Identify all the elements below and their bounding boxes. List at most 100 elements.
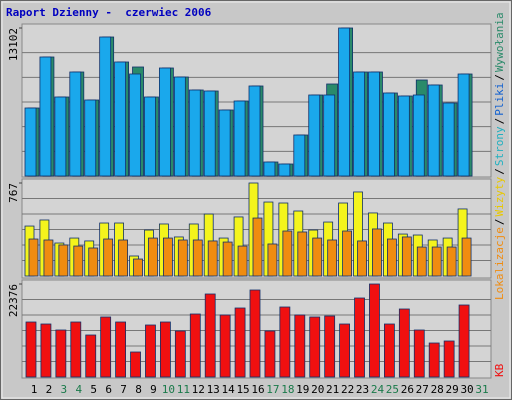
bar bbox=[73, 245, 84, 277]
bar bbox=[443, 340, 455, 378]
x-tick-label: 29 bbox=[446, 383, 459, 396]
bar bbox=[118, 239, 128, 277]
bar bbox=[431, 246, 442, 277]
legend-separator: / bbox=[493, 219, 506, 226]
legend-entry: Wywołania bbox=[493, 12, 506, 72]
bar bbox=[461, 237, 472, 277]
bar bbox=[99, 36, 112, 177]
x-tick-label: 31 bbox=[475, 383, 488, 396]
x-tick-label: 11 bbox=[177, 383, 190, 396]
bar bbox=[267, 243, 278, 277]
x-tick-label: 17 bbox=[266, 383, 279, 396]
bar bbox=[70, 321, 82, 378]
bar bbox=[159, 321, 171, 378]
x-tick-label: 24 bbox=[371, 383, 385, 396]
bar bbox=[174, 330, 186, 378]
bar bbox=[40, 323, 52, 378]
bar bbox=[264, 330, 276, 378]
bar bbox=[308, 94, 321, 177]
bar bbox=[338, 27, 351, 177]
bar bbox=[55, 329, 67, 378]
bar bbox=[357, 240, 367, 277]
bar bbox=[54, 96, 67, 177]
bar bbox=[412, 94, 425, 177]
x-tick-label: 4 bbox=[75, 383, 82, 396]
x-tick-label: 14 bbox=[222, 383, 236, 396]
legend-entry: Wizyty bbox=[493, 176, 506, 216]
legend-entry: Lokalizacje bbox=[493, 227, 506, 300]
x-tick-label: 1 bbox=[31, 383, 38, 396]
bar bbox=[234, 307, 246, 378]
bar bbox=[323, 94, 336, 177]
bar bbox=[144, 96, 156, 177]
y-tick-label: 767 bbox=[7, 183, 20, 203]
bar bbox=[248, 85, 261, 177]
bar bbox=[25, 321, 37, 378]
bar bbox=[188, 89, 201, 177]
x-tick-label: 26 bbox=[401, 383, 414, 396]
bar bbox=[372, 228, 382, 277]
bar bbox=[28, 238, 39, 277]
x-tick-label: 22 bbox=[341, 383, 354, 396]
bar bbox=[158, 67, 171, 177]
bar bbox=[416, 246, 427, 277]
x-tick-label: 8 bbox=[135, 383, 142, 396]
bar bbox=[129, 73, 141, 177]
bar bbox=[84, 99, 97, 177]
bar bbox=[114, 61, 126, 177]
bar bbox=[88, 247, 99, 277]
bar bbox=[339, 323, 351, 378]
bar bbox=[427, 84, 440, 177]
y-tick-label: 22376 bbox=[7, 284, 20, 317]
x-tick-label: 20 bbox=[311, 383, 324, 396]
bar bbox=[207, 240, 218, 277]
bar bbox=[263, 161, 276, 177]
x-tick-label: 12 bbox=[192, 383, 205, 396]
bar bbox=[252, 217, 263, 277]
bar bbox=[294, 314, 306, 378]
bar bbox=[162, 237, 173, 277]
bar bbox=[233, 100, 246, 177]
bar bbox=[115, 321, 126, 378]
x-tick-label: 5 bbox=[90, 383, 97, 396]
bar bbox=[130, 351, 141, 378]
legend-separator: / bbox=[493, 74, 506, 81]
legend-entry: KB bbox=[493, 363, 506, 377]
bar bbox=[458, 304, 470, 378]
bar bbox=[237, 245, 248, 277]
bar bbox=[397, 95, 410, 177]
bar bbox=[279, 306, 291, 378]
bar bbox=[192, 239, 203, 277]
x-tick-label: 18 bbox=[281, 383, 294, 396]
bar bbox=[442, 102, 455, 177]
bar bbox=[386, 238, 397, 277]
bar bbox=[327, 239, 338, 277]
bar bbox=[446, 246, 457, 277]
bar bbox=[353, 71, 365, 177]
bar bbox=[249, 289, 261, 378]
bar bbox=[218, 109, 231, 177]
legend-separator: / bbox=[493, 168, 506, 175]
legend-entry: Pliki bbox=[493, 83, 506, 116]
x-tick-label: 10 bbox=[162, 383, 175, 396]
bar bbox=[24, 107, 37, 177]
legend: Lokalizacje/Wizyty/Strony/Pliki/Wywołani… bbox=[493, 12, 506, 300]
legend-separator: / bbox=[493, 118, 506, 125]
bar bbox=[177, 239, 188, 277]
x-tick-label: 28 bbox=[431, 383, 444, 396]
x-tick-label: 7 bbox=[120, 383, 127, 396]
bar bbox=[428, 342, 440, 378]
x-tick-label: 25 bbox=[386, 383, 399, 396]
bar bbox=[398, 308, 410, 378]
x-tick-label: 30 bbox=[460, 383, 473, 396]
y-tick-label: 13102 bbox=[7, 28, 20, 61]
bar bbox=[368, 71, 380, 177]
x-tick-label: 9 bbox=[150, 383, 157, 396]
bar bbox=[383, 323, 395, 378]
bar bbox=[413, 329, 425, 378]
bar bbox=[312, 237, 323, 277]
bar bbox=[69, 71, 82, 177]
x-tick-label: 21 bbox=[326, 383, 339, 396]
